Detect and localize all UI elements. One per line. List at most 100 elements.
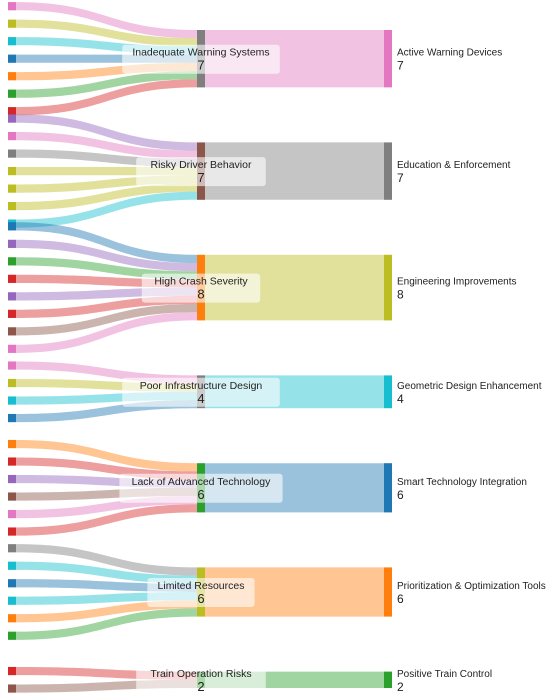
input-node xyxy=(8,509,16,519)
input-node xyxy=(8,396,16,405)
input-node xyxy=(8,474,16,484)
input-node xyxy=(8,274,16,283)
input-node xyxy=(8,184,16,193)
source-value: 7 xyxy=(197,170,204,185)
input-node xyxy=(8,684,16,693)
target-value: 4 xyxy=(397,392,404,406)
target-label: Engineering Improvements xyxy=(397,277,517,288)
input-node xyxy=(8,239,16,248)
input-node xyxy=(8,37,16,46)
source-link xyxy=(16,114,197,151)
input-node xyxy=(8,89,16,98)
source-link xyxy=(16,439,197,472)
input-node xyxy=(8,492,16,501)
source-link xyxy=(16,504,197,536)
source-label: High Crash Severity xyxy=(154,276,248,288)
source-link xyxy=(16,79,197,116)
source-label: Poor Infrastructure Design xyxy=(140,380,263,392)
source-value: 2 xyxy=(197,679,204,693)
input-node xyxy=(8,292,16,301)
target-node xyxy=(384,463,392,513)
source-value: 6 xyxy=(197,591,204,606)
target-link xyxy=(205,254,384,321)
target-value: 6 xyxy=(397,488,404,502)
input-node xyxy=(8,2,16,11)
input-node xyxy=(8,114,16,123)
source-link xyxy=(16,71,197,98)
target-value: 8 xyxy=(397,288,404,302)
source-label: Risky Driver Behavior xyxy=(151,159,252,171)
input-node xyxy=(8,167,16,176)
input-node xyxy=(8,579,16,588)
source-value: 8 xyxy=(197,287,204,302)
label-background xyxy=(136,157,266,187)
input-node xyxy=(8,222,16,231)
target-label: Geometric Design Enhancement xyxy=(397,381,542,392)
source-link xyxy=(16,2,197,39)
source-link xyxy=(16,304,197,336)
input-node xyxy=(8,19,16,28)
source-link xyxy=(16,191,197,228)
source-link xyxy=(16,312,197,353)
source-link xyxy=(16,608,197,640)
source-label: Inadequate Warning Systems xyxy=(132,47,269,59)
target-node xyxy=(384,671,392,688)
source-label: Train Operation Risks xyxy=(150,668,251,680)
target-label: Prioritization & Optimization Tools xyxy=(397,581,546,592)
input-node xyxy=(8,413,16,423)
target-node xyxy=(384,375,392,409)
source-value: 6 xyxy=(197,487,204,502)
source-value: 4 xyxy=(197,391,204,406)
target-node xyxy=(384,30,392,88)
input-node xyxy=(8,527,16,536)
input-node xyxy=(8,149,16,158)
target-value: 7 xyxy=(397,171,404,185)
input-node xyxy=(8,132,16,141)
input-node xyxy=(8,107,16,116)
input-node xyxy=(8,361,16,370)
source-link xyxy=(16,239,197,272)
target-node xyxy=(384,567,392,617)
source-link xyxy=(16,183,197,211)
label-background xyxy=(122,44,280,74)
input-node xyxy=(8,202,16,211)
source-link xyxy=(16,19,197,47)
source-label: Lack of Advanced Technology xyxy=(132,476,271,488)
label-background xyxy=(147,578,255,607)
input-node xyxy=(8,544,16,553)
target-label: Smart Technology Integration xyxy=(397,477,527,488)
input-node xyxy=(8,614,16,623)
source-link xyxy=(16,132,197,159)
target-value: 2 xyxy=(397,680,404,693)
target-value: 7 xyxy=(397,59,404,73)
source-link xyxy=(16,544,197,576)
input-node xyxy=(8,666,16,676)
target-label: Positive Train Control xyxy=(397,669,492,680)
target-node xyxy=(384,142,392,200)
input-node xyxy=(8,344,16,353)
source-link xyxy=(16,222,197,263)
input-node xyxy=(8,561,16,570)
input-node xyxy=(8,54,16,63)
input-node xyxy=(8,378,16,388)
label-background xyxy=(141,273,261,303)
input-node xyxy=(8,596,16,605)
source-value: 7 xyxy=(197,58,204,73)
label-background xyxy=(136,665,266,693)
input-node xyxy=(8,257,16,266)
target-node xyxy=(384,254,392,321)
input-node xyxy=(8,457,16,466)
target-label: Education & Enforcement xyxy=(397,160,511,171)
source-label: Limited Resources xyxy=(158,580,245,592)
input-node xyxy=(8,72,16,81)
input-node xyxy=(8,309,16,318)
label-background xyxy=(122,377,280,407)
target-value: 6 xyxy=(397,592,404,606)
input-node xyxy=(8,631,16,640)
input-node xyxy=(8,327,16,336)
target-label: Active Warning Devices xyxy=(397,48,502,59)
input-node xyxy=(8,439,16,449)
label-background xyxy=(119,473,283,503)
